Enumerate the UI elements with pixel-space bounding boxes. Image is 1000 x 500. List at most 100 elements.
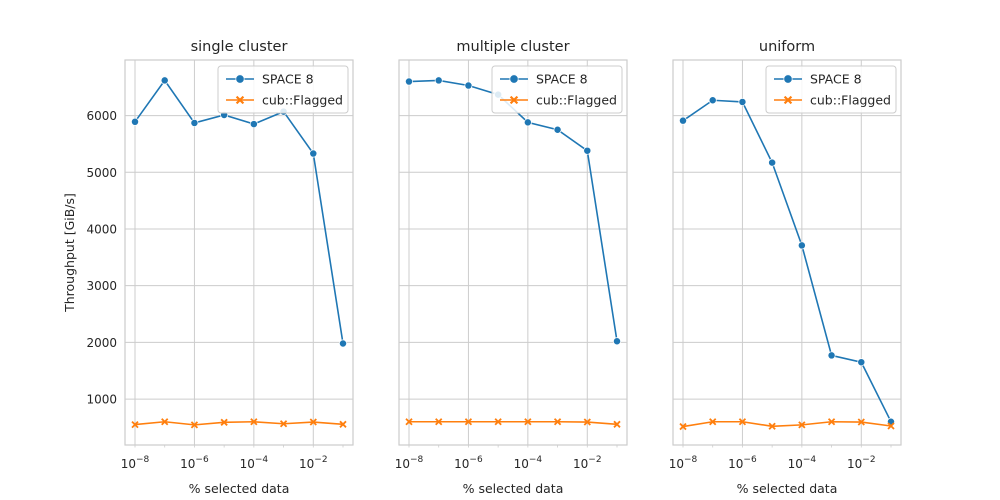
marker-stroke (738, 418, 747, 426)
marker-stroke (220, 418, 228, 426)
legend-label: cub::Flagged (262, 93, 343, 108)
marker-stroke (798, 421, 806, 429)
x-axis-label: % selected data (463, 481, 564, 496)
x-tick-label: 10−8 (669, 455, 698, 471)
subplot-1: 10−8 10−6 10−4 10−2 1000 2000 3000 4000 5000 6000… (62, 39, 354, 496)
data-point (679, 422, 687, 431)
series-line-2 (409, 420, 618, 426)
legend-box (491, 65, 623, 114)
data-point (827, 418, 836, 426)
data-point (613, 420, 621, 428)
data-point (339, 339, 347, 348)
marker-stroke (190, 421, 199, 429)
legend-label: SPACE 8 (536, 72, 588, 87)
marker-stroke (131, 420, 139, 429)
data-point (709, 418, 717, 426)
data-point (679, 116, 687, 125)
subplot-3: 10−8 10−6 10−4 10−2 uniform % selected data SP… (669, 39, 902, 496)
data-point (309, 149, 318, 158)
marker-stroke (679, 422, 687, 431)
x-tick-label: 10−6 (180, 455, 209, 471)
data-point (797, 241, 806, 250)
legend-marker (235, 74, 245, 84)
data-point (738, 418, 747, 426)
data-point (798, 421, 806, 429)
y-tick-label: 1000 (86, 393, 117, 407)
marker-stroke (887, 422, 895, 430)
data-point (857, 358, 866, 367)
marker-stroke (857, 418, 865, 426)
data-point (435, 418, 443, 426)
legend-label: cub::Flagged (810, 93, 891, 108)
axes-frame (124, 59, 354, 446)
y-tick-label: 5000 (86, 166, 117, 180)
axes-frame (672, 59, 902, 446)
marker-stroke (405, 418, 413, 426)
data-point (768, 158, 777, 167)
marker-stroke (827, 418, 836, 426)
legend-box (217, 65, 349, 114)
legend-marker (235, 95, 245, 105)
subplot-2: 10−8 10−6 10−4 10−2 multiple cluster % select… (395, 39, 628, 496)
data-point (161, 418, 169, 426)
x-tick-label: 10−6 (728, 455, 757, 471)
data-point (160, 76, 169, 85)
x-tick-label: 10−4 (240, 455, 269, 471)
data-point (494, 418, 502, 426)
subplot-title: multiple cluster (456, 39, 569, 55)
y-axis-label: Throughput [GiB/s] (62, 193, 77, 313)
x-tick-label: 10−4 (514, 455, 543, 471)
data-point (708, 96, 717, 105)
data-point (524, 418, 532, 426)
data-point (613, 337, 621, 346)
data-point (583, 418, 591, 426)
data-point (583, 146, 592, 155)
marker-stroke (583, 418, 591, 426)
marker-stroke (161, 418, 169, 426)
legend-marker (509, 74, 519, 84)
x-tick-label: 10−2 (847, 455, 876, 471)
data-point (279, 420, 288, 428)
marker-stroke (279, 420, 288, 428)
marker-stroke (553, 418, 562, 426)
legend-box (765, 65, 897, 114)
marker-stroke (339, 420, 347, 428)
x-axis-label: % selected data (189, 481, 290, 496)
series-line-1 (682, 99, 892, 423)
x-tick-label: 10−6 (454, 455, 483, 471)
data-point (738, 98, 747, 106)
y-tick-label: 3000 (86, 279, 117, 293)
axes-frame (398, 59, 628, 446)
subplot-title: uniform (759, 39, 815, 55)
data-point (249, 120, 258, 129)
data-point (190, 421, 199, 429)
y-tick-label: 2000 (86, 336, 117, 350)
legend-label: SPACE 8 (810, 72, 862, 87)
x-tick-label: 10−2 (299, 455, 328, 471)
marker-stroke (464, 418, 473, 426)
legend-label: cub::Flagged (536, 93, 617, 108)
marker-stroke (250, 418, 258, 426)
x-tick-label: 10−8 (395, 455, 424, 471)
y-tick-label: 6000 (86, 109, 117, 123)
data-point (553, 418, 562, 426)
data-point (523, 118, 532, 127)
marker-stroke (435, 418, 443, 426)
data-point (553, 125, 562, 134)
data-point (131, 420, 139, 429)
legend-marker (783, 95, 793, 105)
marker-stroke (524, 418, 532, 426)
data-point (405, 77, 413, 86)
series-line-1 (408, 79, 618, 342)
marker-stroke (709, 418, 717, 426)
data-point (464, 81, 473, 90)
data-point (434, 76, 443, 85)
y-tick-label: 4000 (86, 222, 117, 236)
series-line-2 (134, 420, 344, 426)
data-point (220, 418, 228, 426)
x-tick-label: 10−2 (573, 455, 602, 471)
marker-stroke (309, 418, 317, 426)
data-point (339, 420, 347, 428)
